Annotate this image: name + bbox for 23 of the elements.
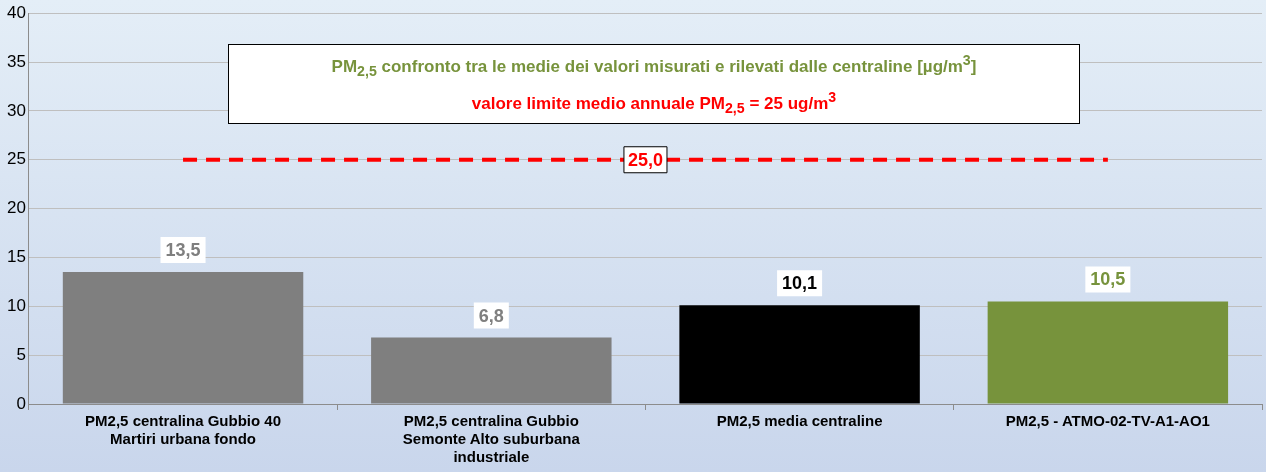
y-tick-label: 40	[6, 2, 26, 22]
bar	[62, 272, 304, 404]
y-tick-label: 5	[16, 344, 26, 364]
y-tick-label: 35	[6, 51, 26, 71]
title-panel: PM$_{2,5}$ confronto tra le medie dei valori misurati e rilevati dalle centraline [µg/m$^{3}$] valore limite medio annuale PM$_{2,5}$ = 25 ug/m$^{3}$	[228, 44, 1080, 125]
data-label: 13,5	[165, 240, 201, 261]
bar	[371, 337, 612, 404]
data-label: 10,5	[1090, 269, 1126, 290]
y-tick-label: 25	[6, 149, 26, 169]
y-tick-label: 0	[16, 393, 26, 413]
x-tick-label: PM2,5 centralina Gubbio Semonte Alto suburbana industriale	[402, 412, 581, 466]
y-tick-label: 10	[6, 295, 26, 315]
data-label: 6,8	[478, 305, 504, 326]
ref-line-label: 25,0	[627, 149, 663, 170]
y-tick-label: 30	[6, 100, 26, 120]
data-label: 10,1	[782, 273, 818, 294]
x-tick-label: PM2,5 centralina Gubbio 40 Martiri urbana fondo	[85, 412, 281, 448]
x-tick-label: PM2,5 media centraline	[716, 412, 883, 430]
x-tick-label: PM2,5 - ATMO-02-TV-A1-AO1	[1005, 412, 1210, 430]
bar	[679, 305, 920, 404]
y-tick-label: 15	[6, 247, 26, 267]
bar	[987, 301, 1229, 404]
y-tick-label: 20	[6, 198, 26, 218]
